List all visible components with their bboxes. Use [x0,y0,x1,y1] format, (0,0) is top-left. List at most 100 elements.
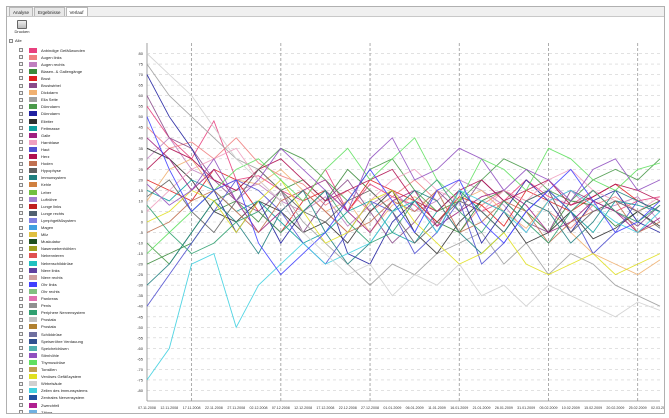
legend-checkbox[interactable] [19,175,23,180]
legend-checkbox[interactable] [19,111,23,116]
legend-checkbox[interactable] [19,275,23,280]
legend-checkbox[interactable] [19,410,23,413]
legend-item[interactable]: Brust [9,74,50,82]
legend-item[interactable]: Zwerchfell [9,401,59,409]
legend-item[interactable]: Lymphgefäßsystem [9,216,76,224]
legend-checkbox[interactable] [19,339,23,344]
legend-item[interactable]: Ohr links [9,280,57,288]
legend-checkbox[interactable] [19,289,23,294]
legend-item[interactable]: Zähne [9,408,52,413]
legend-item[interactable]: Ella Seite [9,96,58,104]
legend-checkbox[interactable] [19,48,23,52]
legend-item[interactable]: Nebennieren [9,252,64,260]
legend-item[interactable]: Hoden [9,160,53,168]
legend-item[interactable]: Prostata [9,323,56,331]
legend-item[interactable]: Niere links [9,266,60,274]
legend-checkbox[interactable] [19,154,23,159]
legend-item[interactable]: Lunge rechts [9,209,64,217]
legend-checkbox[interactable] [19,367,23,372]
legend-checkbox[interactable] [19,104,23,109]
legend-item[interactable]: Zentrales Nervensystem [9,394,84,402]
legend-item[interactable]: Thymusdrüse [9,358,65,366]
legend-checkbox[interactable] [19,388,23,393]
legend-item[interactable]: Ohr rechts [9,287,60,295]
legend-checkbox[interactable] [19,225,23,230]
legend-checkbox[interactable] [19,239,23,244]
legend-item[interactable]: Hypophyse [9,167,61,175]
legend-checkbox[interactable] [19,119,23,123]
legend-checkbox[interactable] [19,261,23,265]
legend-checkbox[interactable] [19,62,23,67]
legend-checkbox[interactable] [19,211,23,216]
legend-checkbox[interactable] [19,197,23,202]
select-all-checkbox[interactable] [9,38,13,43]
legend-checkbox[interactable] [19,55,23,60]
legend-checkbox[interactable] [19,204,23,209]
tab-verlauf[interactable]: Verlauf [65,7,88,16]
legend-item[interactable]: Tonsillen [9,366,57,374]
legend-checkbox[interactable] [19,253,23,258]
legend-checkbox[interactable] [19,90,23,95]
legend-item[interactable]: Dickdarm [9,89,58,97]
legend-item[interactable]: Stirnhöhle [9,351,59,359]
legend-checkbox[interactable] [19,147,23,152]
legend-item[interactable]: Milz [9,231,48,239]
legend-checkbox[interactable] [19,395,23,400]
legend-checkbox[interactable] [19,353,23,358]
legend-checkbox[interactable] [19,190,23,194]
legend-item[interactable]: Anbindige Gefäßwunden [9,46,85,54]
legend-checkbox[interactable] [19,83,23,88]
legend-item[interactable]: Venöses Gefäßsystem [9,373,81,381]
legend-item[interactable]: Herz [9,153,49,161]
legend-checkbox[interactable] [19,324,23,329]
legend-item[interactable]: Augen rechts [9,60,65,68]
legend-item[interactable]: Augen links [9,53,62,61]
legend-item[interactable]: Schilddrüse [9,330,62,338]
legend-item[interactable]: Haut [9,145,49,153]
legend-checkbox[interactable] [19,246,23,251]
legend-item[interactable]: Speicheldrüsen [9,344,69,352]
legend-checkbox[interactable] [19,346,23,351]
legend-checkbox[interactable] [19,317,23,322]
legend-checkbox[interactable] [19,140,23,145]
legend-checkbox[interactable] [19,282,23,287]
legend-checkbox[interactable] [19,133,23,138]
legend-item[interactable]: Nebenschilddrüse [9,259,73,267]
legend-checkbox[interactable] [19,374,23,379]
legend-item[interactable]: Pankreas [9,295,58,303]
legend-item[interactable]: Dünndarm [9,110,60,118]
legend-item[interactable]: Zellen des Immunsystems [9,387,87,395]
legend-item[interactable]: Blasen- & Gallengänge [9,67,82,75]
legend-item[interactable]: Fettmasse [9,124,60,132]
legend-checkbox[interactable] [19,97,23,102]
legend-item[interactable]: Prostata [9,316,56,324]
legend-item[interactable]: Nasennebenhöhlen [9,245,76,253]
legend-checkbox[interactable] [19,403,23,407]
legend-checkbox[interactable] [19,126,23,131]
legend-item[interactable]: Galle [9,131,50,139]
legend-item[interactable]: Wirbelsäule [9,380,62,388]
legend-item[interactable]: Immunsystem [9,174,66,182]
legend-checkbox[interactable] [19,303,23,308]
tab-analyse[interactable]: Analyse [9,7,34,16]
legend-checkbox[interactable] [19,268,23,273]
legend-checkbox[interactable] [19,296,23,301]
legend-checkbox[interactable] [19,360,23,365]
legend-item[interactable]: Leber [9,188,51,196]
legend-item[interactable]: Niere rechts [9,273,63,281]
tab-ergebnisse[interactable]: Ergebnisse [34,7,65,16]
legend-item[interactable]: Magen [9,224,53,232]
legend-checkbox[interactable] [19,69,23,74]
legend-item[interactable]: Eileiter [9,117,53,125]
legend-item[interactable]: Speiseröhre Verdauung [9,337,83,345]
legend-item[interactable]: Brustwirbel [9,82,61,90]
legend-checkbox[interactable] [19,182,23,187]
legend-item[interactable]: Harnblase [9,138,59,146]
print-button[interactable]: Drucken [11,19,33,37]
legend-item[interactable]: Muskulatur [9,238,61,246]
legend-item[interactable]: Periphere Nervensystem [9,309,85,317]
legend-checkbox[interactable] [19,161,23,166]
legend-checkbox[interactable] [19,310,23,315]
legend-item[interactable]: Penis [9,302,51,310]
legend-checkbox[interactable] [19,218,23,223]
